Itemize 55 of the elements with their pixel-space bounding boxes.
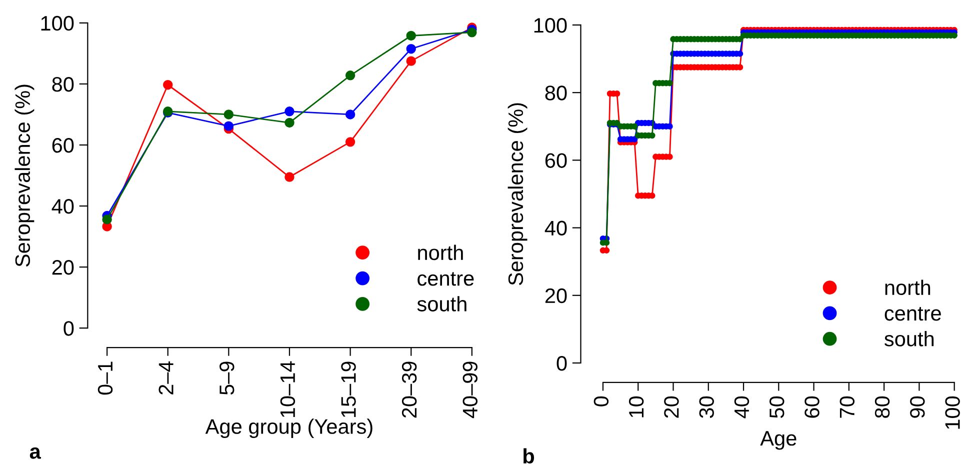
legend-label: north (885, 280, 930, 296)
x-tick-label: 20–39 (402, 362, 417, 418)
x-tick-label: 20 (664, 396, 679, 418)
y-tick-label: 0 (64, 321, 74, 336)
x-tick-label: 30 (699, 396, 714, 418)
legend-label: north (418, 244, 463, 260)
y-tick-label: 60 (545, 153, 567, 168)
x-axis-title: Age group (Years) (205, 418, 372, 438)
point (102, 214, 112, 224)
point (284, 118, 294, 128)
x-tick-label: 2–4 (158, 361, 174, 394)
x-tick-label: 60 (804, 396, 820, 418)
legend-label: centre (418, 272, 474, 286)
point (467, 28, 477, 38)
x-tick-label: 40 (734, 396, 750, 418)
y-axis-title: Seroprevalence (%) (508, 103, 528, 286)
y-tick-label: 60 (52, 138, 74, 153)
x-tick-label: 0 (594, 396, 609, 406)
point (284, 106, 294, 116)
x-tick-label: 90 (910, 396, 925, 418)
legend-label: south (417, 296, 466, 312)
point (345, 137, 356, 147)
point (406, 56, 416, 66)
point (345, 110, 356, 120)
y-tick-label: 20 (52, 260, 74, 275)
legend-label: south (884, 331, 934, 346)
x-tick-label: 40–99 (462, 362, 478, 418)
point (406, 44, 416, 54)
y-tick-label: 80 (52, 76, 74, 92)
x-tick-label: 5–9 (220, 362, 234, 395)
x-tick-label: 70 (840, 396, 855, 418)
point (224, 110, 234, 120)
legend-label: centre (884, 307, 941, 321)
x-axis-title: Age (760, 431, 796, 450)
point (162, 80, 173, 90)
x-tick-label: 80 (874, 396, 890, 418)
x-tick-label: 0–1 (98, 362, 113, 395)
x-tick-label: 50 (769, 396, 784, 418)
point (406, 30, 416, 41)
text: a (30, 447, 41, 459)
text: b (524, 448, 534, 464)
y-tick-label: 40 (544, 220, 567, 236)
y-tick-label: 80 (545, 86, 567, 100)
x-tick-label: 10 (628, 396, 644, 418)
point (345, 70, 356, 80)
point (224, 121, 234, 131)
x-tick-label: 100 (945, 396, 960, 429)
x-tick-label: 15–19 (341, 362, 356, 418)
y-axis-title: Seroprevalence (%) (14, 84, 34, 267)
y-tick-label: 40 (52, 199, 74, 214)
y-tick-label: 100 (41, 16, 74, 31)
y-tick-label: 20 (545, 288, 567, 304)
y-tick-label: 100 (534, 18, 567, 33)
x-tick-label: 10–14 (280, 361, 296, 418)
point (284, 172, 294, 182)
